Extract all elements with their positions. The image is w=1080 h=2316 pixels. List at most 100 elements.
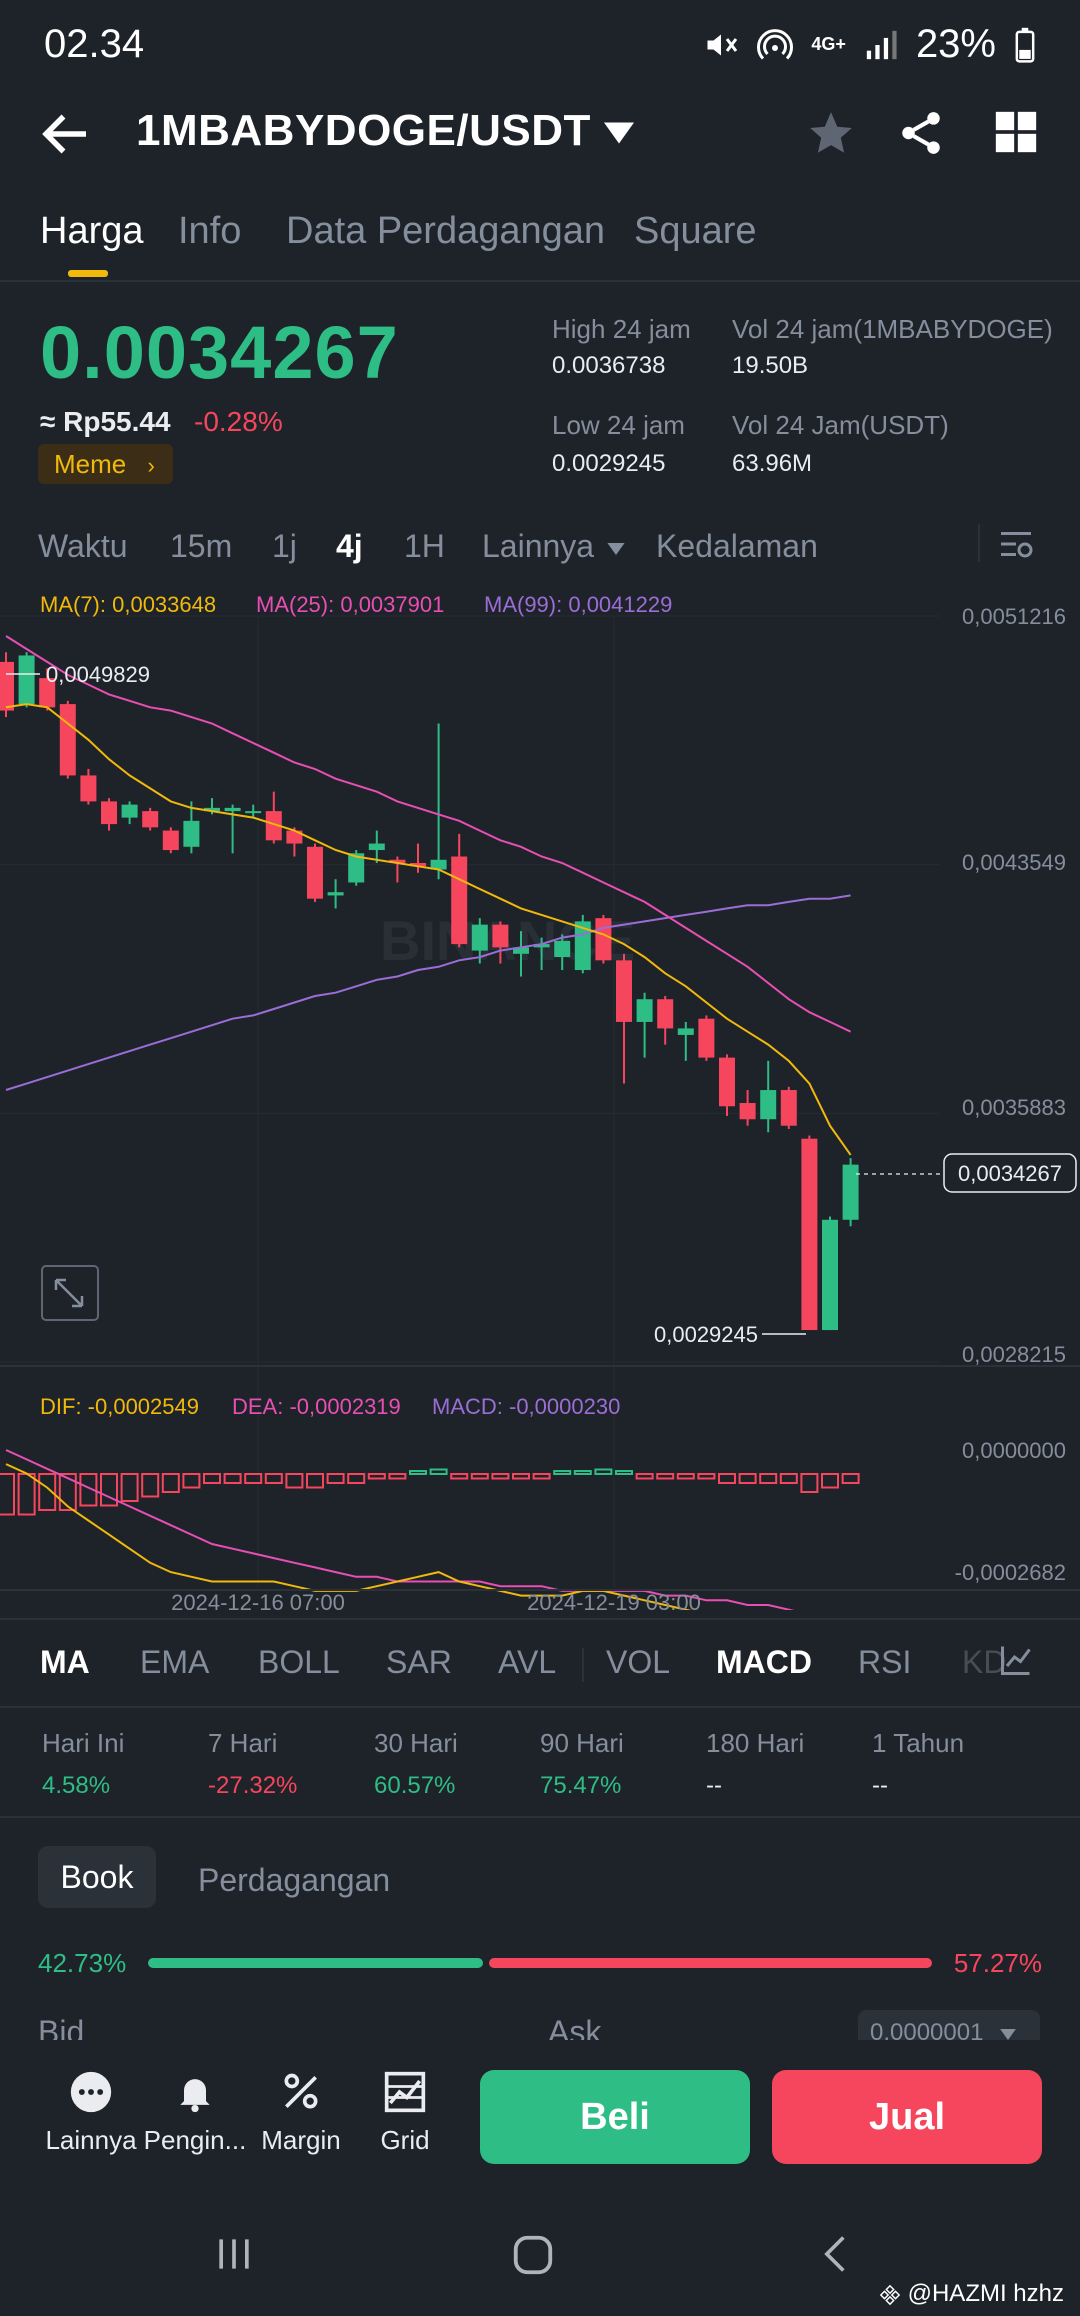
system-back-button[interactable] bbox=[814, 2232, 858, 2281]
price-chart[interactable]: BINANCE MA(7): 0,0033648 MA(25): 0,00379… bbox=[0, 580, 1080, 1610]
layout-grid-icon[interactable] bbox=[994, 110, 1038, 159]
candles bbox=[0, 652, 859, 1331]
high-label: High 24 jam bbox=[552, 314, 691, 344]
macd-bar bbox=[594, 1468, 613, 1475]
macd-legend: MACD: -0,0000230 bbox=[432, 1394, 620, 1419]
interval-more[interactable]: Lainnya bbox=[482, 528, 625, 565]
macd-bar bbox=[697, 1473, 716, 1480]
category-badge[interactable]: Meme › bbox=[38, 444, 173, 484]
macd-bar bbox=[512, 1473, 530, 1480]
macd-bar bbox=[203, 1473, 221, 1484]
candle bbox=[204, 807, 220, 812]
dif-legend: DIF: -0,0002549 bbox=[40, 1394, 199, 1419]
home-icon bbox=[513, 2235, 553, 2275]
margin-button[interactable]: Margin bbox=[246, 2070, 356, 2156]
recent-apps-button[interactable] bbox=[212, 2232, 256, 2281]
macd-bar bbox=[306, 1473, 324, 1489]
recent-apps-icon bbox=[219, 2239, 249, 2269]
bid-ratio-bar bbox=[148, 1958, 483, 1968]
tab-trades[interactable]: Perdagangan bbox=[198, 1862, 391, 1898]
candle bbox=[554, 940, 571, 958]
candle bbox=[0, 661, 14, 711]
performance-label: 1 Tahun bbox=[872, 1728, 965, 1758]
y-tick: 0,0028215 bbox=[962, 1342, 1066, 1367]
x-tick: 2024-12-19 03:00 bbox=[527, 1590, 701, 1610]
high-value: 0.0036738 bbox=[552, 352, 666, 379]
divider bbox=[0, 1618, 1080, 1620]
performance-value: 60.57% bbox=[374, 1772, 456, 1799]
tab-book[interactable]: Book bbox=[38, 1846, 156, 1908]
performance-label: Hari Ini bbox=[42, 1728, 125, 1758]
performance-value: 4.58% bbox=[42, 1772, 111, 1799]
ma99-line bbox=[5, 894, 851, 1091]
interval-depth[interactable]: Kedalaman bbox=[656, 528, 818, 564]
candle bbox=[636, 999, 653, 1022]
home-button[interactable] bbox=[510, 2232, 556, 2283]
caret-down-icon bbox=[1000, 2029, 1016, 2040]
candle bbox=[59, 704, 76, 776]
candle bbox=[698, 1018, 715, 1058]
sell-button[interactable]: Jual bbox=[772, 2070, 1042, 2164]
binance-logo-icon bbox=[879, 2284, 901, 2305]
indicator-macd[interactable]: MACD bbox=[716, 1644, 812, 1680]
macd-bar bbox=[615, 1470, 633, 1475]
indicator-sar[interactable]: SAR bbox=[386, 1644, 452, 1680]
interval-waktu[interactable]: Waktu bbox=[38, 528, 128, 564]
status-time: 02.34 bbox=[44, 22, 145, 66]
category-badge-label: Meme bbox=[54, 449, 127, 479]
candle bbox=[822, 1219, 838, 1331]
low-value: 0.0029245 bbox=[552, 450, 666, 477]
chart-settings-icon[interactable] bbox=[998, 526, 1034, 567]
ask-ratio-bar bbox=[489, 1958, 932, 1968]
mute-icon bbox=[707, 34, 738, 55]
tab-info[interactable]: Info bbox=[178, 210, 242, 252]
ask-percent: 57.27% bbox=[953, 1948, 1042, 1978]
grid-trading-button[interactable]: Grid bbox=[350, 2070, 460, 2156]
indicator-settings-icon[interactable] bbox=[998, 1642, 1034, 1683]
candle bbox=[327, 892, 344, 896]
indicator-kd[interactable]: KD bbox=[962, 1644, 1007, 1680]
candle bbox=[348, 853, 365, 883]
indicator-rsi[interactable]: RSI bbox=[858, 1644, 912, 1680]
back-button[interactable] bbox=[36, 104, 96, 164]
interval-15m[interactable]: 15m bbox=[170, 528, 233, 564]
favorite-star-icon[interactable] bbox=[806, 108, 856, 163]
divider bbox=[0, 1706, 1080, 1708]
buy-button[interactable]: Beli bbox=[480, 2070, 750, 2164]
alert-button[interactable]: Pengin... bbox=[140, 2070, 250, 2156]
pair-selector[interactable]: 1MBABYDOGE/USDT bbox=[136, 106, 591, 155]
screenshot-watermark: @HAZMI hzhz bbox=[879, 2280, 1064, 2308]
macd-bar bbox=[0, 1473, 15, 1516]
chart-grid bbox=[0, 615, 940, 1588]
vol-quote-label: Vol 24 Jam(USDT) bbox=[732, 410, 949, 440]
tab-data-perdagangan[interactable]: Data Perdagangan bbox=[286, 210, 606, 252]
candle bbox=[492, 924, 509, 948]
interval-4j[interactable]: 4j bbox=[336, 528, 363, 564]
indicator-ma[interactable]: MA bbox=[40, 1644, 90, 1680]
fullscreen-button[interactable] bbox=[41, 1265, 99, 1321]
indicator-boll[interactable]: BOLL bbox=[258, 1644, 340, 1680]
indicator-avl[interactable]: AVL bbox=[498, 1644, 557, 1680]
macd-bar bbox=[779, 1473, 798, 1484]
interval-1j[interactable]: 1j bbox=[272, 528, 297, 564]
indicator-ema[interactable]: EMA bbox=[140, 1644, 210, 1680]
tab-harga[interactable]: Harga bbox=[40, 210, 144, 252]
macd-bar bbox=[718, 1473, 736, 1484]
macd-bar bbox=[573, 1470, 592, 1475]
share-icon[interactable] bbox=[896, 108, 946, 163]
status-icons: 4G+ 23% bbox=[703, 22, 1036, 67]
macd-bar bbox=[470, 1473, 489, 1480]
candle bbox=[595, 918, 612, 961]
performance-value: -27.32% bbox=[208, 1772, 298, 1799]
caret-down-icon bbox=[607, 542, 625, 555]
macd-bar bbox=[821, 1473, 839, 1489]
more-button[interactable]: Lainnya bbox=[36, 2070, 146, 2156]
candle bbox=[121, 804, 138, 818]
interval-1h[interactable]: 1H bbox=[404, 528, 445, 564]
ma7-legend: MA(7): 0,0033648 bbox=[40, 592, 216, 617]
tab-square[interactable]: Square bbox=[634, 210, 757, 252]
candle bbox=[471, 924, 488, 951]
caret-down-icon[interactable] bbox=[604, 122, 634, 149]
alert-button-label: Pengin... bbox=[143, 2125, 247, 2155]
indicator-vol[interactable]: VOL bbox=[606, 1644, 671, 1680]
